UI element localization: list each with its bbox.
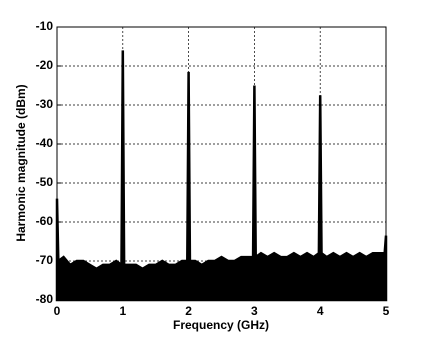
y-tick-label: -30: [36, 97, 54, 111]
x-tick-label: 2: [185, 304, 192, 318]
y-tick-label: -40: [36, 136, 54, 150]
y-tick-label: -70: [36, 253, 54, 267]
y-tick-label: -10: [36, 19, 54, 33]
plot-frame: [56, 26, 387, 301]
x-tick-label: 0: [54, 304, 61, 318]
y-tick-label: -80: [36, 292, 54, 306]
y-tick-label: -50: [36, 175, 54, 189]
x-tick-label: 4: [317, 304, 324, 318]
spectrum-area: [55, 50, 388, 302]
x-tick-label: 5: [383, 304, 390, 318]
x-axis-label: Frequency (GHz): [173, 318, 269, 332]
y-axis-label: Harmonic magnitude (dBm): [14, 84, 28, 241]
y-tick-label: -60: [36, 214, 54, 228]
x-tick-label: 1: [119, 304, 126, 318]
y-tick-label: -20: [36, 58, 54, 72]
x-tick-label: 3: [251, 304, 258, 318]
